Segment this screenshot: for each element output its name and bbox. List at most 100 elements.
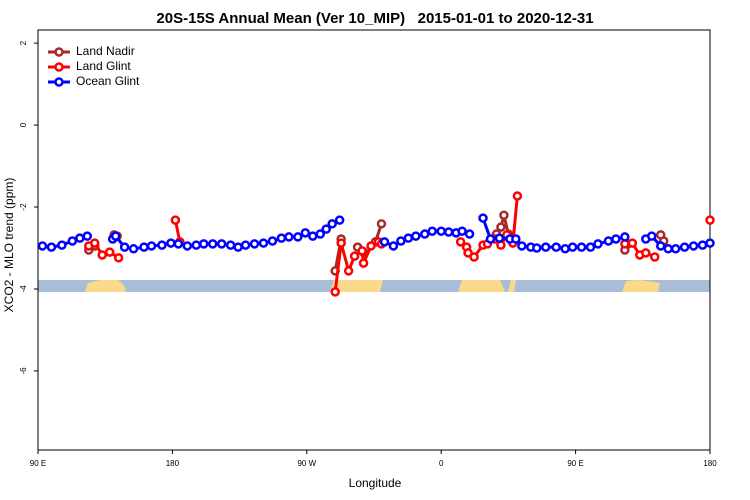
data-point [551,242,561,252]
data-point [512,191,523,201]
data-point [511,234,521,244]
data-point [330,287,340,297]
data-point [327,219,337,229]
data-point [532,243,542,253]
land-patch [85,280,126,292]
land-patch [330,280,383,292]
data-point [334,215,345,225]
data-point [705,215,715,225]
data-point [267,236,278,246]
x-tick-label: 180 [703,459,717,468]
data-point [57,240,67,250]
data-point [113,253,124,263]
data-point [104,247,115,257]
data-point [170,215,181,225]
data-point [567,242,578,252]
legend-label: Ocean Glint [76,74,140,88]
data-point [663,244,673,254]
data-point [300,228,311,238]
chart-title: 20S-15S Annual Mean (Ver 10_MIP) 2015-01… [156,10,593,27]
x-tick-label: 90 W [297,459,316,468]
data-point [463,248,473,258]
data-point [284,232,294,242]
data-point [89,238,100,248]
x-tick-label: 0 [439,459,444,468]
data-point [139,242,149,252]
data-point [464,229,475,239]
data-point [485,234,496,244]
legend-marker [54,62,64,72]
y-tick-label: -2 [19,203,28,211]
data-point [403,233,414,243]
data-point [593,239,603,249]
data-point [110,231,121,241]
data-point [276,233,287,243]
data-point [182,241,193,251]
data-point [157,240,167,250]
data-point [293,232,303,242]
data-point [315,229,325,239]
data-point [75,233,85,243]
data-point [388,241,399,251]
x-tick-label: 90 E [30,459,46,468]
data-point [191,240,202,250]
data-point [119,242,130,252]
x-tick-label: 180 [166,459,180,468]
data-point [517,241,527,251]
data-point [199,239,209,249]
data-point [469,252,479,262]
data-point [82,231,93,241]
data-point [494,233,505,243]
data-point [499,210,509,220]
data-point [670,244,681,254]
land-patch [458,280,516,292]
data-point [478,213,488,223]
data-point [366,241,376,251]
legend-marker [54,77,64,87]
data-point [336,238,346,248]
data-point [225,240,236,250]
land-patch [622,280,660,292]
y-tick-label: -4 [19,285,28,293]
data-point [233,242,243,252]
y-axis-label: XCO2 - MLO trend (ppm) [2,178,16,313]
data-point [585,242,596,252]
data-point [611,234,621,244]
data-point [321,224,331,234]
data-point [37,241,48,251]
data-point [620,232,630,242]
data-point [46,242,57,252]
data-point [240,240,251,250]
data-point [358,258,369,268]
data-point [641,248,651,258]
data-point [457,226,467,236]
legend-label: Land Glint [76,59,131,73]
data-point [396,236,406,246]
data-point [128,244,139,254]
data-point [207,239,218,249]
data-point [655,241,666,251]
data-point [376,219,387,229]
legend-marker [54,47,64,57]
data-point [166,238,176,248]
data-point [705,238,715,248]
data-point [173,239,184,249]
y-tick-label: -6 [19,367,28,375]
data-point [688,241,699,251]
data-point [308,231,318,241]
data-point [627,238,638,248]
data-point [576,242,587,252]
data-point [649,252,660,262]
data-point [357,246,367,256]
data-point [436,226,446,236]
data-point [67,236,78,246]
data-point [496,222,506,232]
data-point [411,231,421,241]
data-point [349,251,360,261]
data-point [443,227,454,237]
data-point [343,266,354,276]
data-point [146,241,157,251]
